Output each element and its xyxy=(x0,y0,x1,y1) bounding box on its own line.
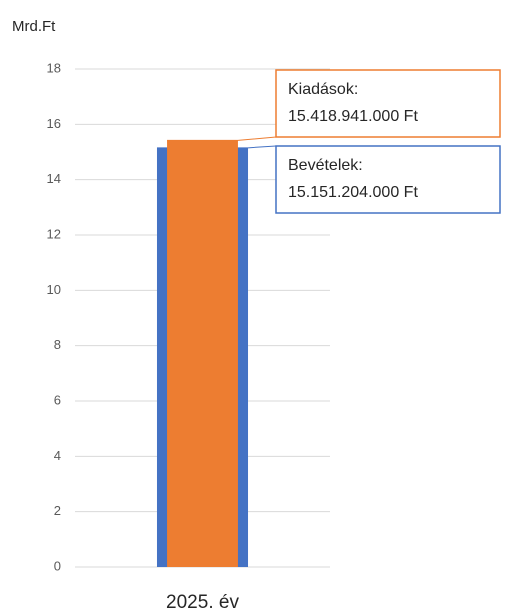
callout-name: Bevételek: xyxy=(288,157,363,174)
leader-line xyxy=(167,136,277,141)
callout-name: Kiadások: xyxy=(288,81,358,98)
callout-box xyxy=(275,69,501,138)
y-tick-label: 4 xyxy=(54,448,61,463)
y-tick-label: 8 xyxy=(54,337,61,352)
value-label: 15.151.204.000 Ft xyxy=(288,184,418,201)
bar xyxy=(167,140,238,567)
callout-box xyxy=(275,145,501,214)
value-label: 15.418.941.000 Ft xyxy=(288,108,418,125)
y-axis-label: Mrd.Ft xyxy=(12,18,56,35)
y-tick-label: 2 xyxy=(54,503,61,518)
y-tick-label: 12 xyxy=(47,226,61,241)
y-tick-label: 14 xyxy=(47,171,61,186)
x-tick-label: 2025. év xyxy=(166,592,239,612)
y-tick-label: 6 xyxy=(54,392,61,407)
y-tick-label: 10 xyxy=(47,282,61,297)
y-tick-label: 16 xyxy=(47,116,61,131)
y-tick-label: 0 xyxy=(54,558,61,573)
y-tick-label: 18 xyxy=(47,60,61,75)
